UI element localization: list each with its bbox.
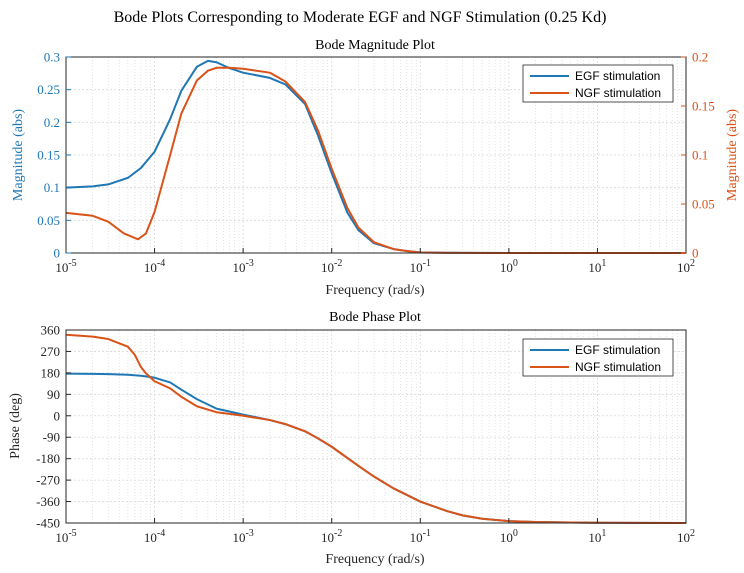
phase-y-tick-label: -180 — [36, 451, 60, 466]
phase-y-tick-label: -360 — [36, 494, 60, 509]
phase-x-tick-label: 10-4 — [144, 528, 165, 545]
magnitude-legend-egf-label: EGF stimulation — [575, 69, 660, 83]
figure-title: Bode Plots Corresponding to Moderate EGF… — [114, 9, 607, 26]
phase-subplot: Bode Phase Plot 10-5 10-4 10-3 10-2 10-1 100 1… — [8, 310, 695, 567]
magnitude-x-tick-label: 10-4 — [144, 258, 165, 275]
magnitude-plot-title: Bode Magnitude Plot — [315, 38, 435, 53]
phase-y-tick-label: -450 — [36, 516, 60, 531]
phase-egf-line — [65, 372, 687, 524]
phase-x-label: Frequency (rad/s) — [325, 552, 424, 567]
phase-legend-ngf-label: NGF stimulation — [575, 360, 661, 374]
phase-x-tick-label: 101 — [588, 528, 606, 545]
phase-plot-title: Bode Phase Plot — [329, 310, 421, 325]
phase-x-tick-label: 10-3 — [232, 528, 253, 545]
phase-x-ticks: 10-5 10-4 10-3 10-2 10-1 100 101 102 — [55, 518, 695, 545]
phase-axes-box — [65, 329, 687, 524]
phase-ngf-line — [65, 333, 687, 524]
phase-y-tick-label: 0 — [54, 408, 61, 423]
magnitude-x-tick-label: 100 — [500, 258, 518, 275]
magnitude-x-tick-label: 10-2 — [321, 258, 342, 275]
magnitude-left-y-tick-label: 0 — [54, 246, 61, 261]
magnitude-y-ticks-right: 0 0.05 0.1 0.15 0.2 — [681, 50, 715, 261]
phase-series-group — [65, 333, 687, 524]
magnitude-right-y-tick-label: 0.1 — [692, 148, 708, 163]
magnitude-y-label-right: Magnitude (abs) — [725, 109, 740, 201]
magnitude-left-y-tick-label: 0.2 — [44, 115, 60, 130]
magnitude-left-y-tick-label: 0.25 — [37, 82, 60, 97]
phase-legend-egf-label: EGF stimulation — [575, 343, 660, 357]
phase-y-label: Phase (deg) — [8, 393, 23, 459]
magnitude-x-label: Frequency (rad/s) — [325, 283, 424, 298]
phase-y-tick-label: 270 — [41, 344, 61, 359]
magnitude-right-y-tick-label: 0 — [692, 246, 699, 261]
phase-y-ticks: 360 270 180 90 0 -90 -180 -270 -360 -450 — [36, 323, 71, 531]
magnitude-legend-ngf-label: NGF stimulation — [575, 86, 661, 100]
phase-y-tick-label: 360 — [41, 323, 61, 338]
magnitude-left-y-tick-label: 0.3 — [44, 50, 60, 65]
magnitude-legend: EGF stimulation NGF stimulation — [522, 64, 674, 103]
magnitude-legend-box — [522, 64, 674, 103]
phase-legend-box — [522, 338, 674, 377]
phase-x-tick-label: 10-2 — [321, 528, 342, 545]
magnitude-x-ticks: 10-5 10-4 10-3 10-2 10-1 100 101 102 — [55, 248, 695, 275]
magnitude-left-y-tick-label: 0.05 — [37, 213, 60, 228]
phase-y-tick-label: 180 — [41, 365, 61, 380]
phase-y-tick-label: -270 — [36, 473, 60, 488]
magnitude-left-y-tick-label: 0.15 — [37, 148, 60, 163]
magnitude-x-tick-label: 10-1 — [410, 258, 431, 275]
phase-grid — [65, 329, 687, 524]
magnitude-series-group — [65, 59, 686, 254]
phase-x-tick-label: 10-1 — [410, 528, 431, 545]
magnitude-x-tick-label: 10-3 — [232, 258, 253, 275]
magnitude-left-y-tick-label: 0.1 — [44, 180, 60, 195]
magnitude-right-y-tick-label: 0.15 — [692, 99, 715, 114]
magnitude-right-y-tick-label: 0.2 — [692, 50, 708, 65]
magnitude-subplot: Bode Magnitude Plot 10-5 10-4 10-3 10-2 10-1… — [11, 38, 740, 298]
magnitude-y-ticks-left: 0 0.05 0.1 0.15 0.2 0.25 0.3 — [37, 50, 71, 261]
magnitude-x-tick-label: 101 — [588, 258, 606, 275]
magnitude-ngf-line — [65, 66, 686, 254]
magnitude-right-y-tick-label: 0.05 — [692, 197, 715, 212]
phase-x-tick-label: 10-5 — [55, 528, 76, 545]
phase-legend: EGF stimulation NGF stimulation — [522, 338, 674, 377]
phase-y-tick-label: -90 — [43, 430, 60, 445]
phase-y-tick-label: 90 — [47, 387, 60, 402]
magnitude-y-label-left: Magnitude (abs) — [11, 109, 26, 201]
magnitude-x-tick-label: 10-5 — [55, 258, 76, 275]
phase-x-tick-label: 100 — [500, 528, 518, 545]
magnitude-x-tick-label: 102 — [677, 258, 695, 275]
phase-x-tick-label: 102 — [677, 528, 695, 545]
